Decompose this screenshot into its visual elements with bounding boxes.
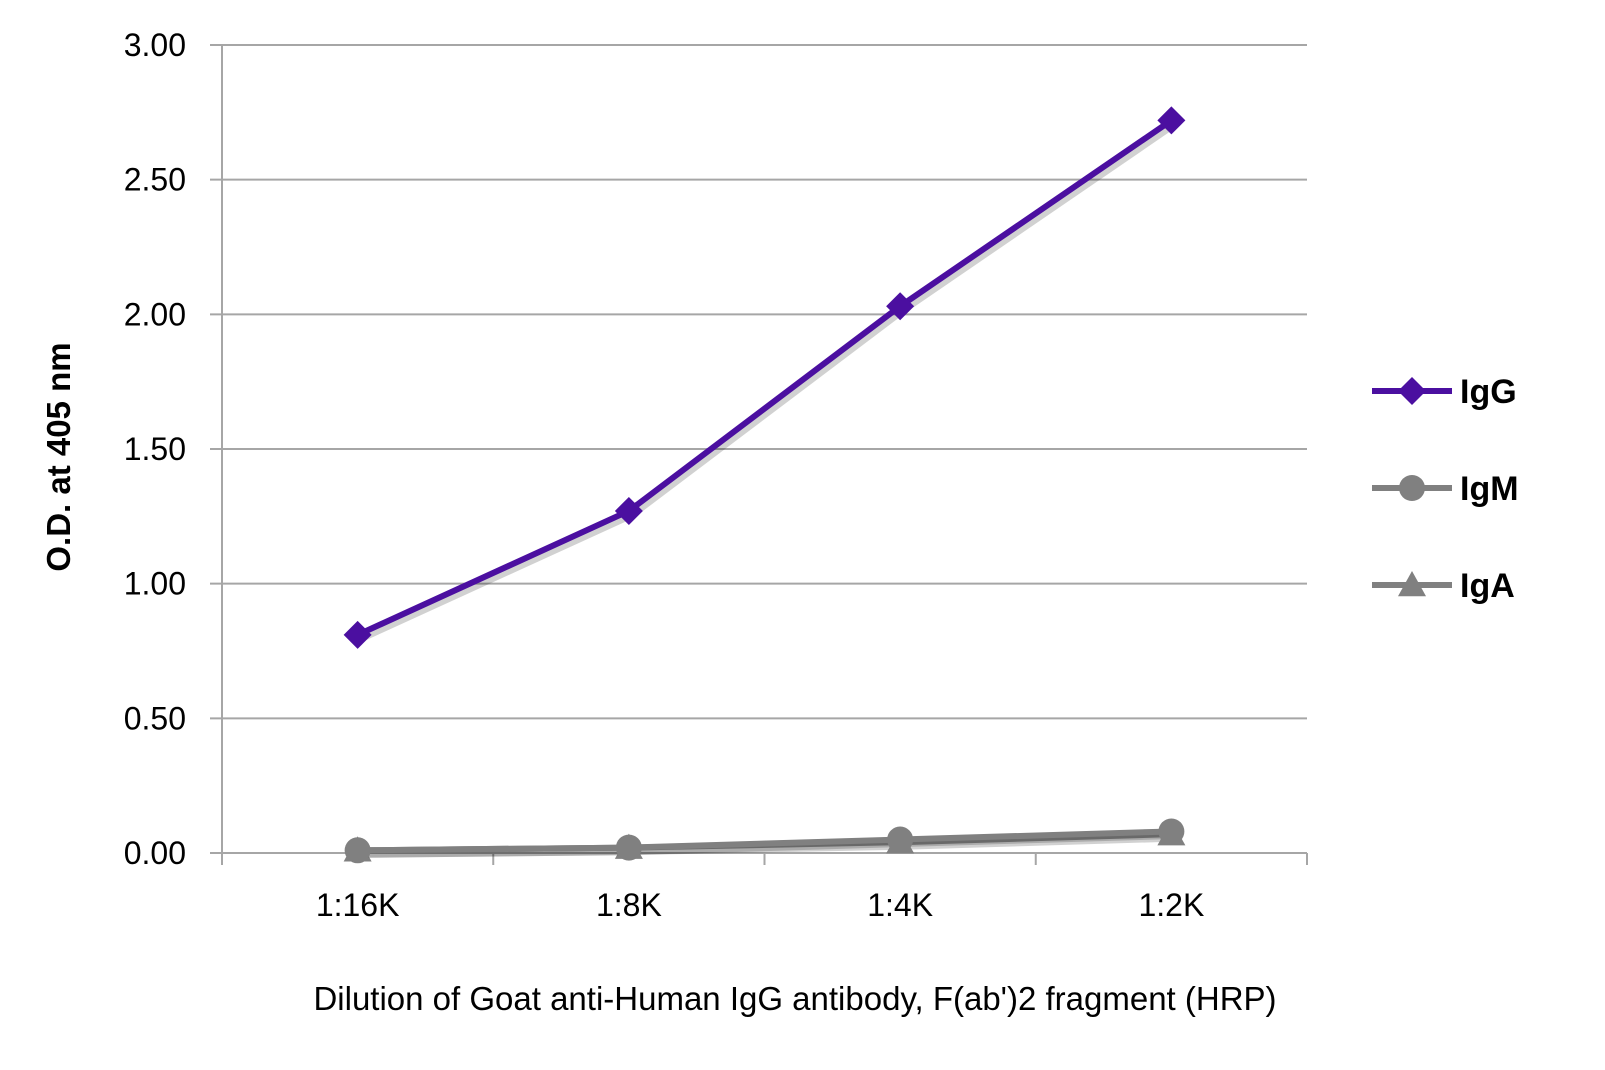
x-tick-label: 1:16K	[316, 887, 400, 923]
series-igm	[344, 818, 1185, 864]
series-line-shadow	[360, 831, 1175, 858]
legend-marker	[1398, 377, 1426, 405]
legend-item-igm: IgM	[1372, 470, 1519, 508]
y-tick-label: 1.00	[124, 566, 186, 602]
legend-marker	[1399, 475, 1425, 501]
legend-item-igg: IgG	[1372, 373, 1517, 411]
data-point	[887, 826, 914, 853]
series-layer	[343, 106, 1186, 864]
series-igg	[343, 106, 1186, 649]
series-line	[357, 828, 1172, 854]
y-tick-label: 2.00	[124, 296, 186, 332]
legend-label: IgG	[1460, 373, 1517, 411]
data-point	[344, 837, 371, 864]
data-point	[1157, 106, 1186, 135]
y-tick-label: 0.00	[124, 835, 186, 871]
series-line	[356, 117, 1174, 638]
data-point	[614, 496, 643, 525]
y-tick-label: 3.00	[124, 27, 186, 63]
y-tick-label: 0.50	[124, 700, 186, 736]
data-point	[1158, 818, 1185, 845]
y-tick-label: 2.50	[124, 162, 186, 198]
data-point	[343, 620, 372, 649]
legend-label: IgA	[1460, 567, 1515, 605]
x-tick-label: 1:4K	[867, 887, 933, 923]
data-point	[615, 834, 642, 861]
series-line-shadow	[360, 834, 1175, 858]
series-line-shadow	[359, 121, 1177, 643]
legend-marker	[1398, 571, 1426, 597]
grid-layer	[210, 44, 1307, 854]
legend: IgG IgM IgA	[1372, 373, 1519, 605]
y-axis-title: O.D. at 405 nm	[40, 342, 77, 571]
y-tick-label: 1.50	[124, 431, 186, 467]
axis-layer: 0.00 0.50 1.00 1.50 2.00 2.50 3.00 1:16K 1:8K 1:4…	[124, 27, 1308, 923]
x-tick-label: 1:2K	[1138, 887, 1204, 923]
legend-label: IgM	[1460, 470, 1519, 508]
data-point	[886, 292, 915, 321]
x-tick-label: 1:8K	[596, 887, 662, 923]
legend-item-iga: IgA	[1372, 567, 1515, 605]
x-axis-title: Dilution of Goat anti-Human IgG antibody…	[313, 980, 1276, 1017]
